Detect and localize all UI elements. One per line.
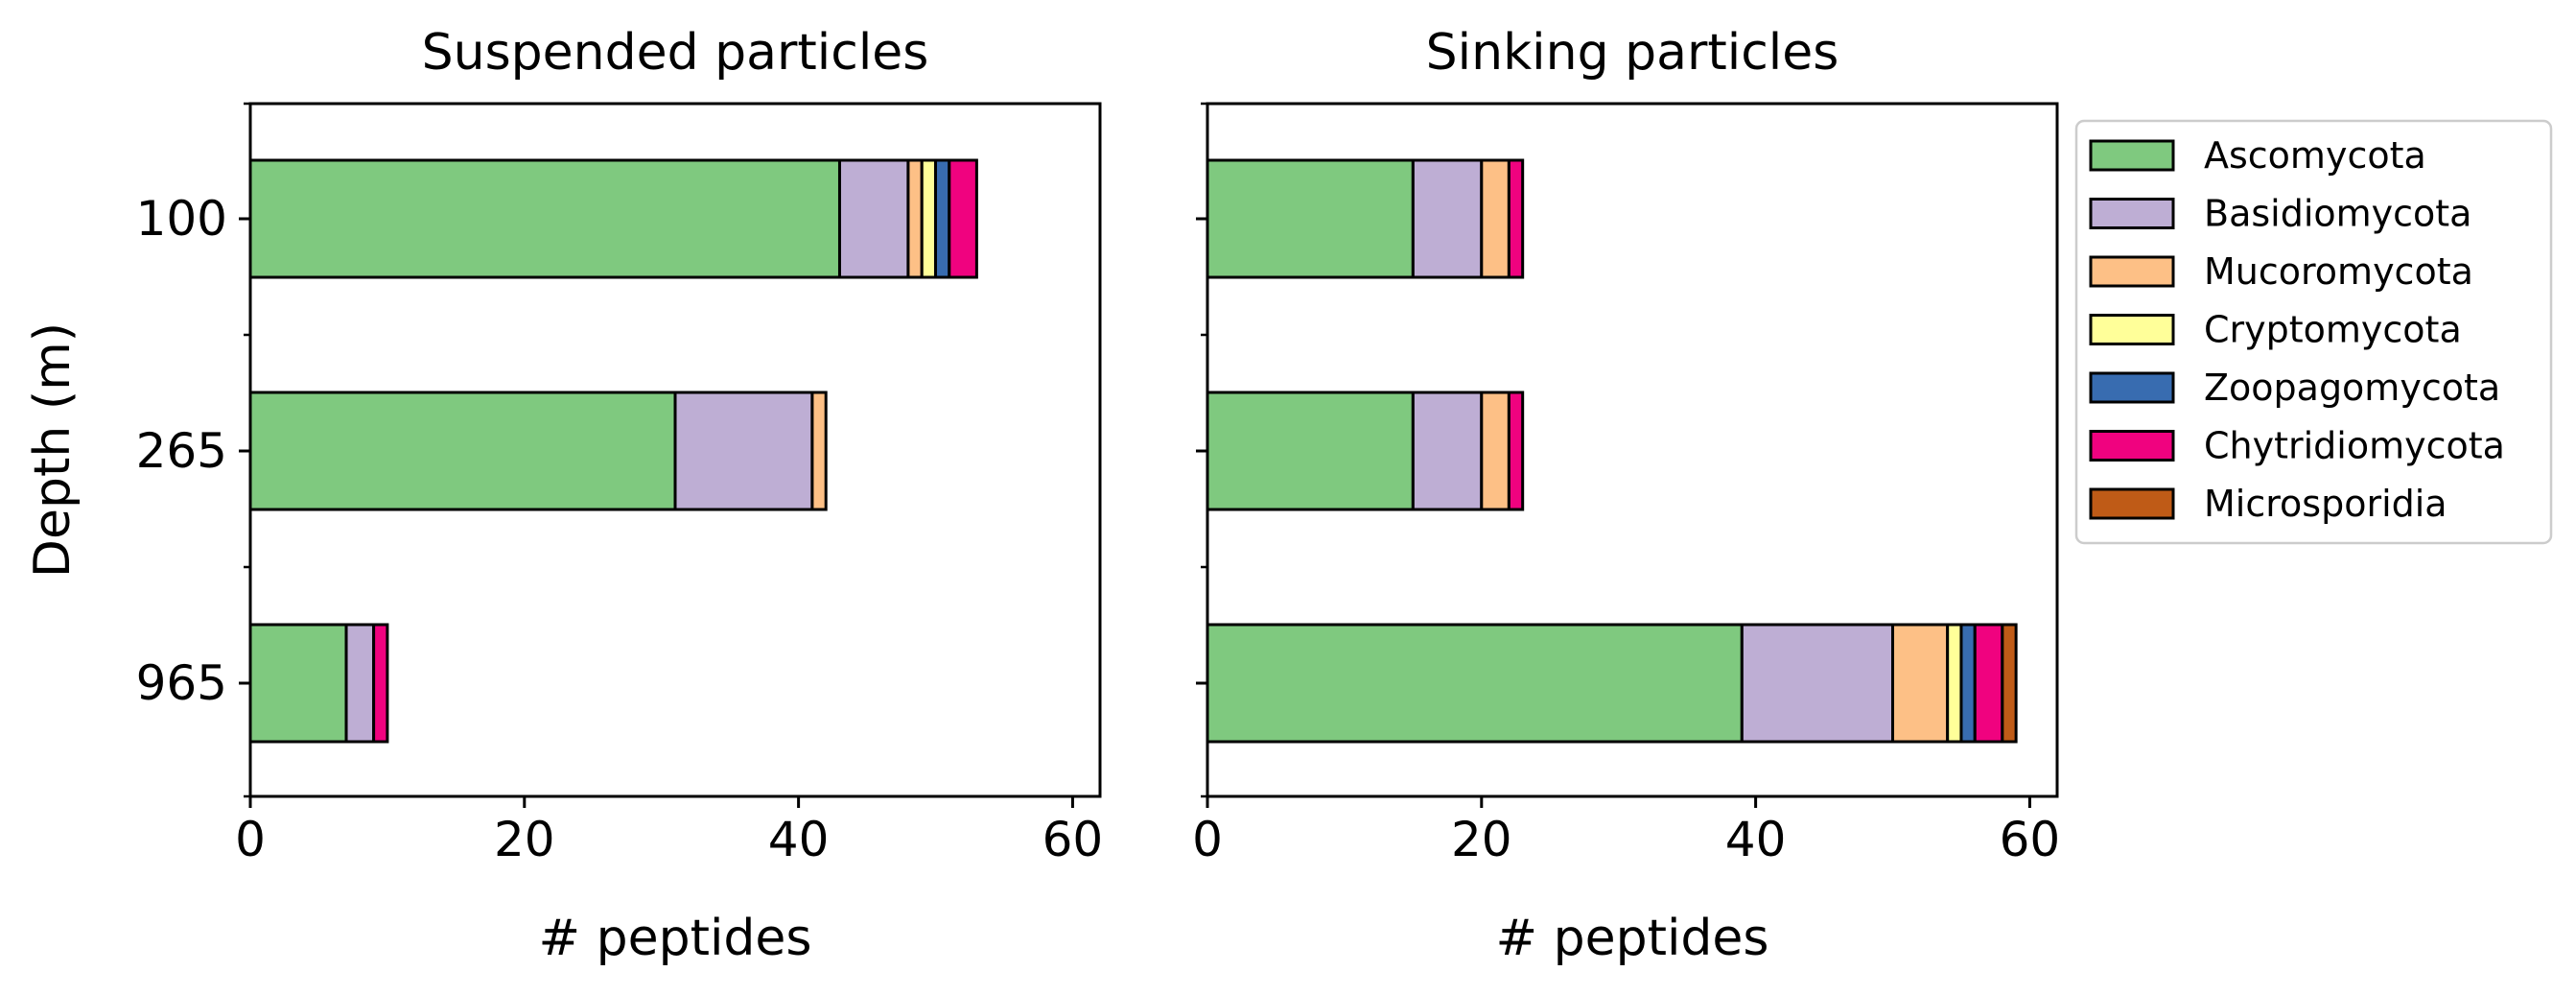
bar-ascomycota-965 xyxy=(1206,623,1744,744)
panel-sinking-particles: 0 20 40 60 Sinking particles # peptides xyxy=(1192,24,2060,967)
legend-swatch-chytridiomycota xyxy=(2089,430,2175,462)
bar-mucoromycota-265 xyxy=(1480,391,1510,511)
bar-basidiomycota-100 xyxy=(837,158,910,279)
bar-ascomycota-965 xyxy=(248,623,348,744)
legend-swatch-microsporidia xyxy=(2089,487,2175,520)
bar-chytridiomycota-965 xyxy=(1973,623,2004,744)
x-tick-label: 40 xyxy=(768,812,830,867)
legend: Ascomycota Basidiomycota Mucoromycota Crypt… xyxy=(2074,119,2553,545)
legend-label-chytridiomycota: Chytridiomycota xyxy=(2204,425,2505,467)
x-tick-label: 0 xyxy=(1192,812,1223,867)
bar-basidiomycota-265 xyxy=(673,391,814,511)
bar-chytridiomycota-965 xyxy=(372,623,389,744)
bar-ascomycota-100 xyxy=(1206,158,1415,279)
bar-mucoromycota-100 xyxy=(906,158,924,279)
bar-zoopagomycota-965 xyxy=(1959,623,1977,744)
legend-swatch-mucoromycota xyxy=(2089,255,2175,288)
bar-cryptomycota-100 xyxy=(920,158,938,279)
legend-label-ascomycota: Ascomycota xyxy=(2204,134,2426,177)
panel-suspended-particles: 0 20 40 60 100 265 965 Suspended particles # pep… xyxy=(24,24,1103,967)
x-tick-label: 20 xyxy=(1451,812,1512,867)
bar-basidiomycota-265 xyxy=(1411,391,1484,511)
y-tick-label: 965 xyxy=(136,655,227,711)
bar-ascomycota-265 xyxy=(248,391,677,511)
bar-microsporidia-965 xyxy=(2001,623,2018,744)
x-axis-label: # peptides xyxy=(538,910,811,967)
legend-swatch-basidiomycota xyxy=(2089,198,2175,229)
bar-ascomycota-265 xyxy=(1206,391,1415,511)
x-tick-label: 40 xyxy=(1725,812,1787,867)
legend-swatch-zoopagomycota xyxy=(2089,371,2175,404)
legend-label-basidiomycota: Basidiomycota xyxy=(2204,193,2471,235)
legend-swatch-cryptomycota xyxy=(2089,314,2175,345)
bar-basidiomycota-100 xyxy=(1411,158,1484,279)
bar-zoopagomycota-100 xyxy=(934,158,951,279)
x-tick-label: 60 xyxy=(2000,812,2061,867)
x-axis-label: # peptides xyxy=(1495,910,1768,967)
bar-chytridiomycota-100 xyxy=(1507,158,1525,279)
x-tick-label: 60 xyxy=(1042,812,1104,867)
y-tick-label: 265 xyxy=(136,423,227,479)
x-tick-label: 20 xyxy=(494,812,555,867)
bar-basidiomycota-965 xyxy=(344,623,376,744)
bar-cryptomycota-965 xyxy=(1946,623,1963,744)
bar-chytridiomycota-265 xyxy=(1507,391,1525,511)
bar-ascomycota-100 xyxy=(248,158,841,279)
bar-basidiomycota-965 xyxy=(1740,623,1895,744)
chart-title: Sinking particles xyxy=(1426,24,1839,82)
y-axis-label: Depth (m) xyxy=(24,322,82,578)
legend-label-zoopagomycota: Zoopagomycota xyxy=(2204,367,2500,409)
legend-label-mucoromycota: Mucoromycota xyxy=(2204,250,2473,293)
bar-mucoromycota-965 xyxy=(1891,623,1950,744)
x-tick-label: 0 xyxy=(235,812,266,867)
legend-label-microsporidia: Microsporidia xyxy=(2204,483,2447,525)
legend-label-cryptomycota: Cryptomycota xyxy=(2204,309,2462,351)
bar-mucoromycota-100 xyxy=(1480,158,1510,279)
legend-frame xyxy=(2074,119,2553,545)
chart-title: Suspended particles xyxy=(422,24,929,82)
bar-chytridiomycota-100 xyxy=(948,158,978,279)
y-tick-label: 100 xyxy=(136,191,227,247)
legend-swatch-ascomycota xyxy=(2089,139,2175,172)
bar-mucoromycota-265 xyxy=(810,391,828,511)
